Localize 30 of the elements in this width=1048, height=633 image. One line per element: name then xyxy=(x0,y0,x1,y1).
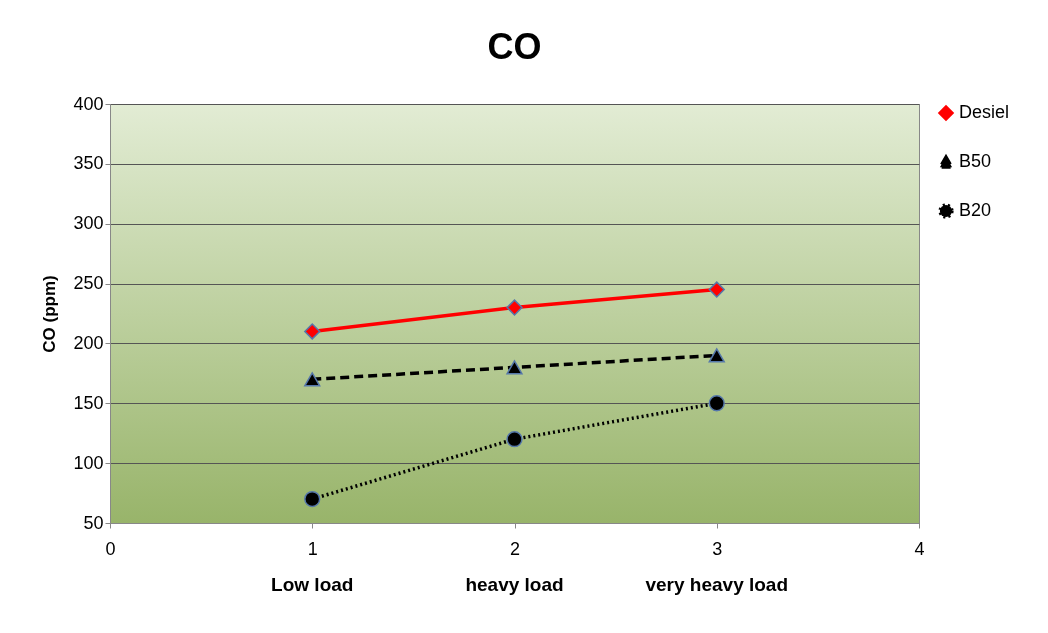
text: heavy load xyxy=(465,574,564,595)
point xyxy=(506,299,523,316)
y-tick-label: 50 xyxy=(83,512,104,533)
text: very heavy load xyxy=(645,574,789,595)
legend-label: Desiel xyxy=(959,102,1010,122)
y-tick-label: 250 xyxy=(73,273,104,294)
y-tick-label: 100 xyxy=(73,452,104,473)
chart-title: CO xyxy=(487,26,542,67)
point xyxy=(506,431,523,448)
x-tick-label: 4 xyxy=(914,538,925,559)
point xyxy=(304,372,321,387)
point xyxy=(708,348,725,363)
x-tick-label: 0 xyxy=(105,538,116,559)
x-tick-label: 3 xyxy=(712,538,723,559)
legend-label: B50 xyxy=(959,151,992,171)
y-tick-label: 400 xyxy=(73,93,104,114)
point xyxy=(304,490,321,508)
legend-label: B20 xyxy=(959,200,992,220)
y-tick-label: 150 xyxy=(73,392,104,413)
text: Low load xyxy=(271,574,354,595)
point xyxy=(708,281,725,298)
point xyxy=(304,323,321,340)
point xyxy=(506,360,523,375)
y-tick-label: 300 xyxy=(73,213,104,234)
x-tick-label: 2 xyxy=(509,538,521,559)
x-tick-label: 1 xyxy=(307,538,318,559)
y-axis-title: CO (ppm) xyxy=(40,275,60,353)
y-tick-label: 200 xyxy=(73,332,104,353)
y-tick-label: 350 xyxy=(73,153,104,174)
point xyxy=(708,395,725,412)
